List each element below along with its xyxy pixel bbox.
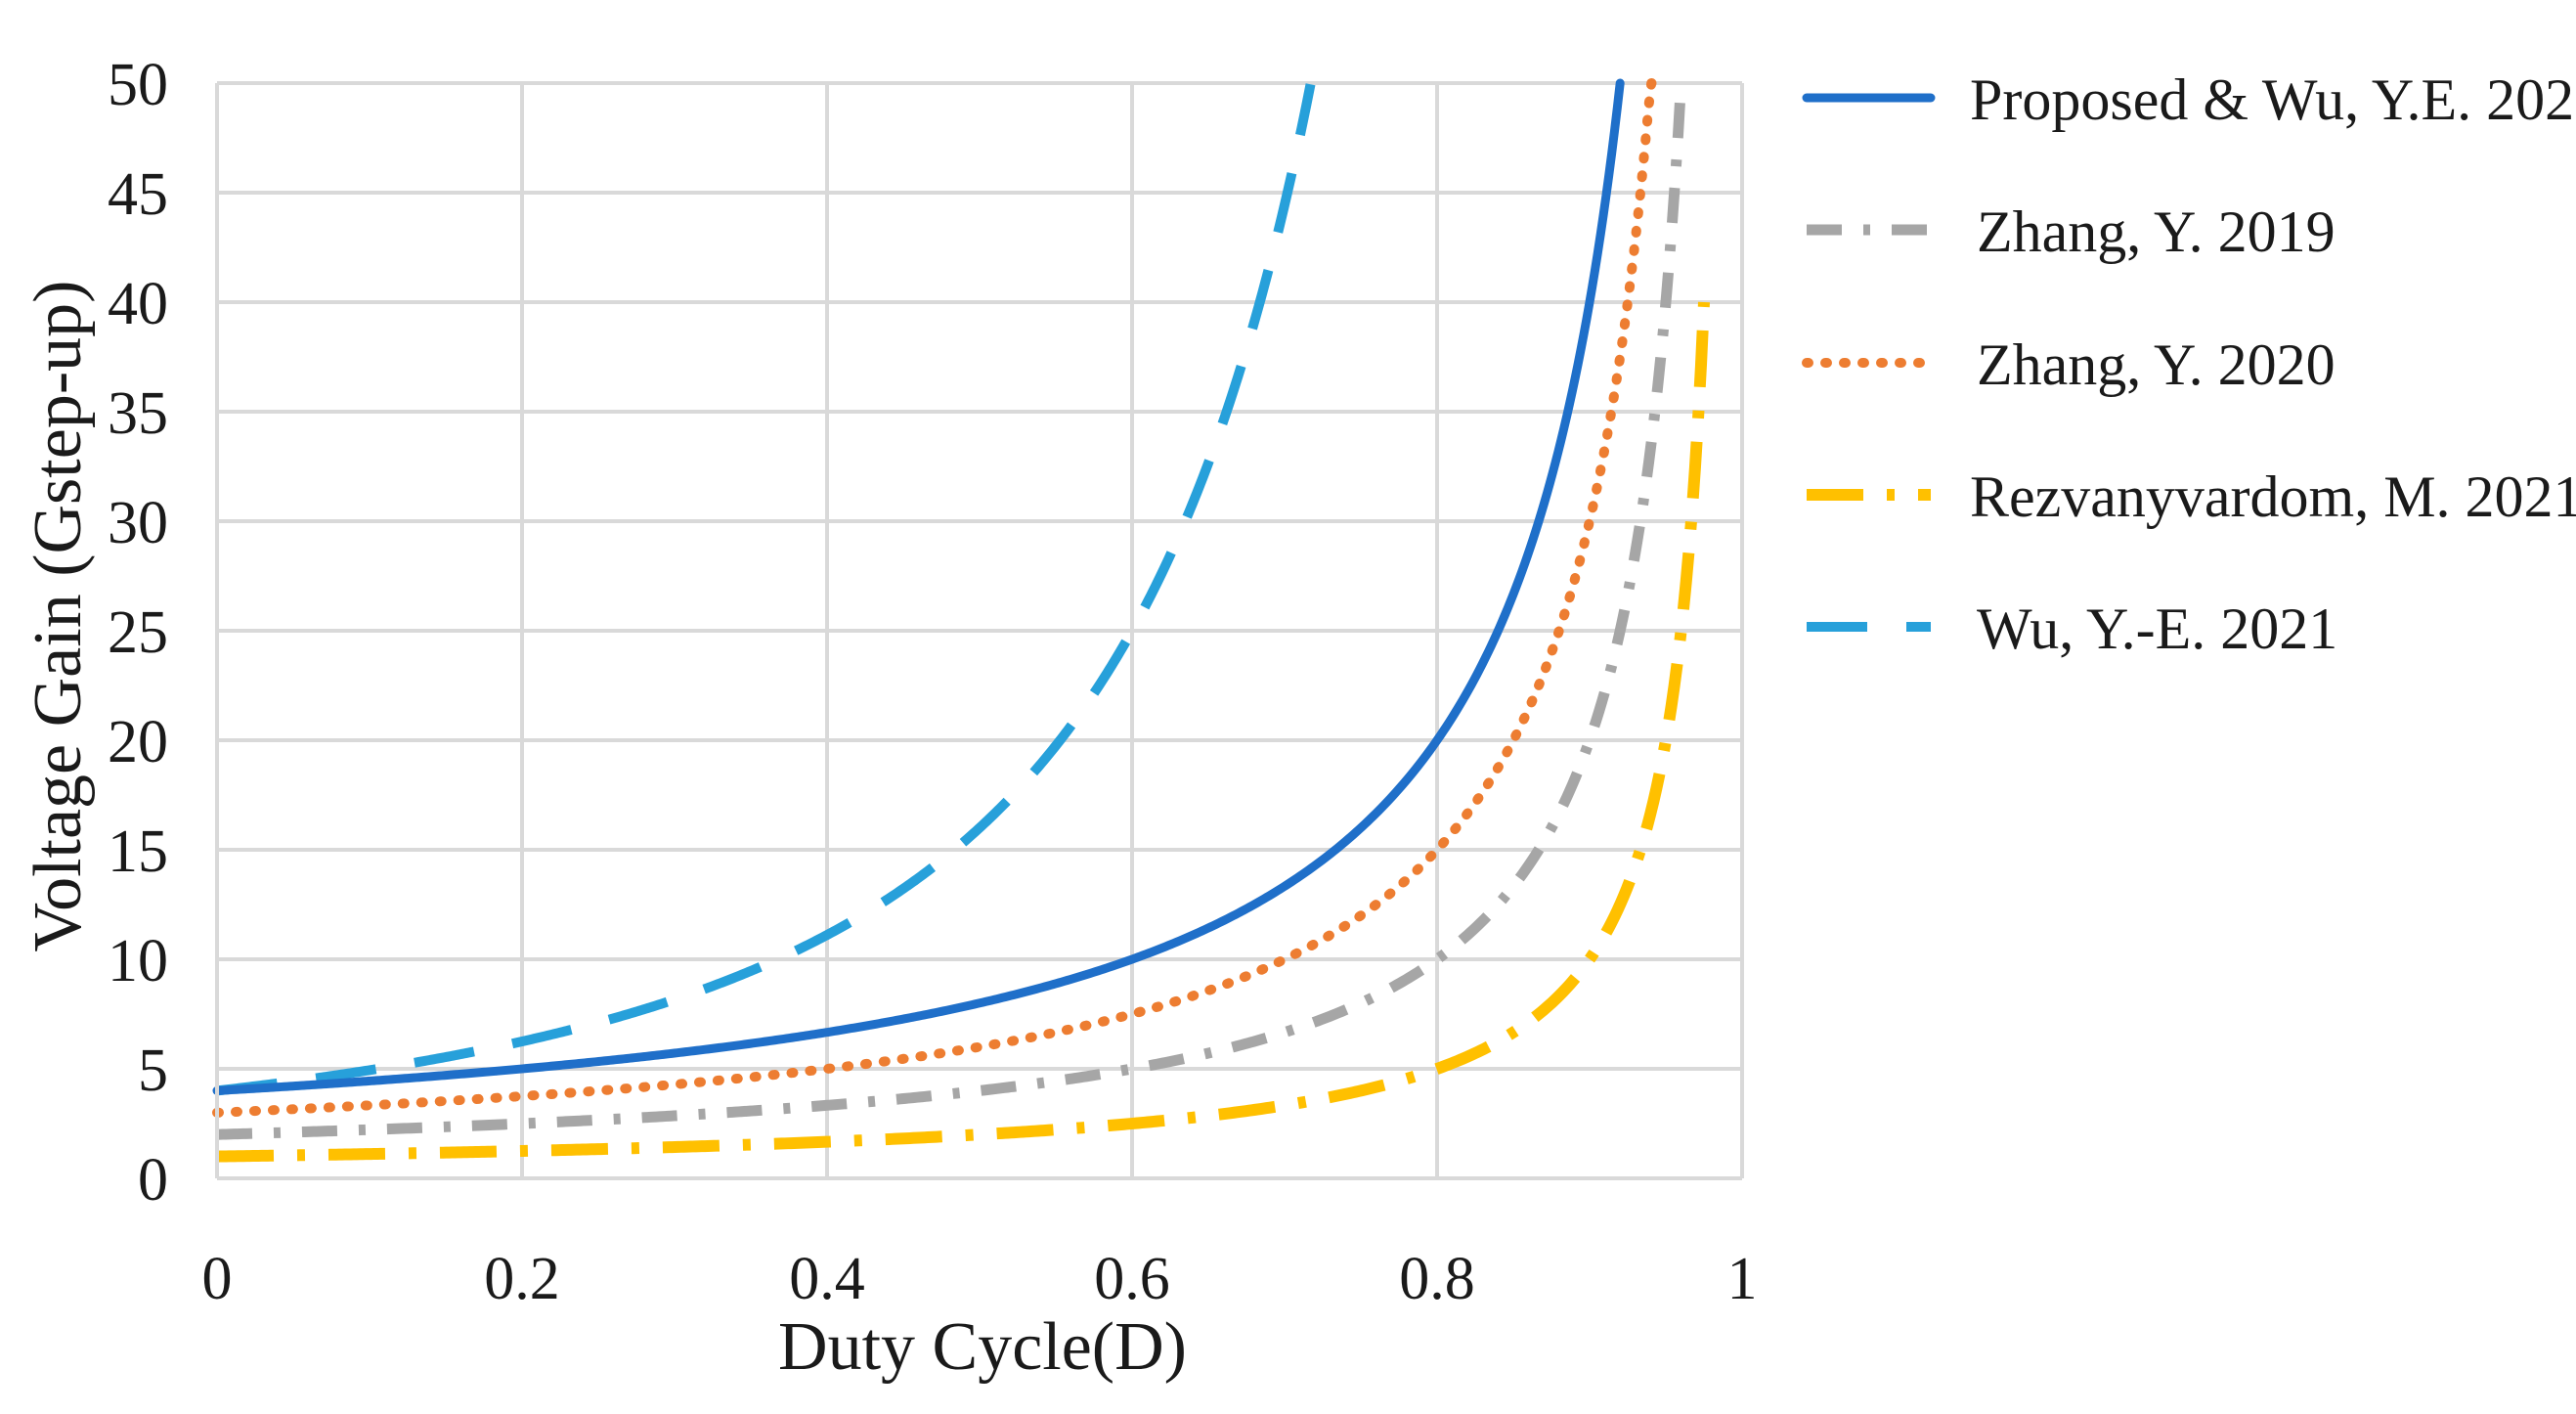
x-tick-label: 0.4 [789, 1246, 865, 1312]
series-line-3 [212, 78, 1671, 1118]
x-tick-label: 0.8 [1399, 1246, 1475, 1312]
y-tick-label: 15 [108, 818, 168, 885]
y-tick-label: 35 [108, 380, 168, 447]
legend-label-4: Rezvanyvardom, M. 2021 [1970, 464, 2576, 529]
legend: Proposed & Wu, Y.E. 2022 Zhang, Y. 2019 Zh… [1802, 67, 2576, 661]
grid [215, 81, 1744, 1180]
y-tick-label: 25 [108, 599, 168, 666]
x-tick-label: 1 [1727, 1246, 1758, 1312]
y-tick-label: 45 [108, 161, 168, 228]
y-tick-label: 30 [108, 490, 168, 556]
x-tick-labels: 0 0.2 0.4 0.6 0.8 1 [202, 1246, 1758, 1312]
series-line-1 [212, 78, 1625, 1095]
y-axis-title: Voltage Gain (Gstep-up) [21, 281, 96, 952]
legend-label-1: Proposed & Wu, Y.E. 2022 [1970, 67, 2576, 132]
x-tick-label: 0.2 [484, 1246, 560, 1312]
y-tick-label: 5 [138, 1038, 168, 1104]
x-tick-label: 0 [202, 1246, 233, 1312]
series-line-4 [214, 301, 1710, 1163]
x-tick-label: 0.6 [1094, 1246, 1170, 1312]
legend-label-3: Zhang, Y. 2020 [1977, 332, 2336, 397]
y-tick-labels: 0 5 10 15 20 25 30 35 40 45 50 [108, 52, 168, 1214]
plot-lines [212, 78, 1742, 1180]
x-axis-title: Duty Cycle(D) [778, 1309, 1187, 1385]
y-tick-label: 50 [108, 52, 168, 118]
legend-label-5: Wu, Y.-E. 2021 [1977, 597, 2337, 661]
y-tick-label: 40 [108, 271, 168, 337]
y-tick-label: 0 [138, 1147, 168, 1214]
legend-label-2: Zhang, Y. 2019 [1977, 199, 2336, 264]
y-tick-label: 20 [108, 709, 168, 775]
y-tick-label: 10 [108, 928, 168, 994]
